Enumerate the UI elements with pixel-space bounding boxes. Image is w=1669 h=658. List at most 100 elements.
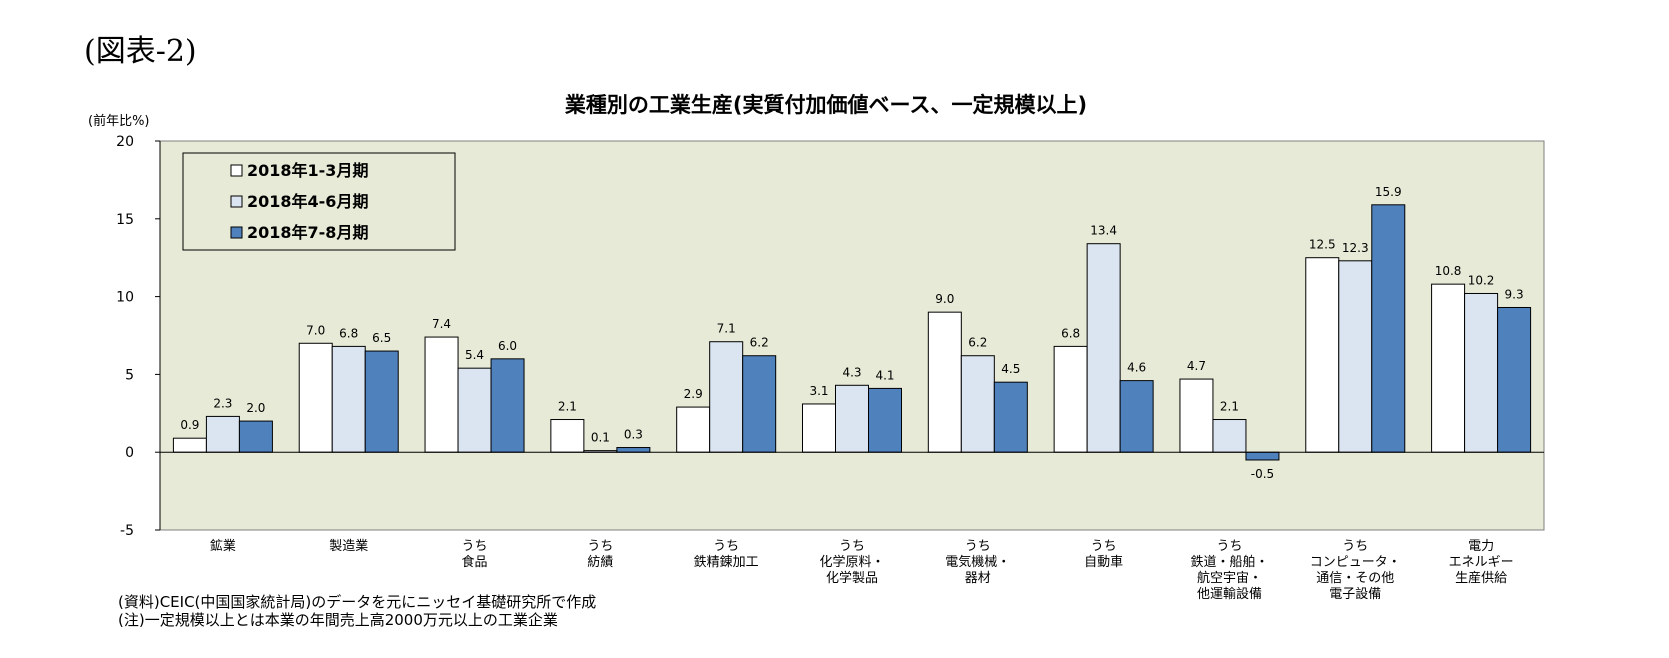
- chart-title: 業種別の工業生産(実質付加価値ベース、一定規模以上): [565, 93, 1087, 117]
- bar-value-label: 6.2: [968, 336, 987, 350]
- bar-value-label: 0.9: [180, 418, 199, 432]
- bar-value-label: 0.1: [591, 431, 610, 445]
- bar-value-label: 9.3: [1505, 287, 1524, 301]
- bar: [1053, 345, 1088, 453]
- legend-label: 2018年7-8月期: [247, 223, 368, 242]
- bar-value-label: 2.3: [213, 396, 232, 410]
- x-tick-label: 電気機械・: [945, 554, 1010, 570]
- bar-value-label: 13.4: [1090, 224, 1117, 238]
- y-axis: -5 0 5 10 15 20: [116, 134, 161, 539]
- bar-value-label: 2.9: [684, 387, 703, 401]
- x-tick-label: 他運輸設備: [1197, 586, 1262, 600]
- bar-value-label: 6.8: [339, 326, 358, 340]
- bar: [835, 384, 869, 453]
- bar: [927, 311, 962, 453]
- x-tick-label: 化学製品: [826, 570, 878, 586]
- x-tick-label: うち: [587, 539, 613, 554]
- x-tick-label: うち: [1216, 539, 1242, 554]
- bar-value-label: 6.2: [750, 336, 769, 350]
- bar-value-label: 12.5: [1309, 238, 1336, 252]
- legend-label: 2018年4-6月期: [247, 192, 368, 211]
- bar: [868, 387, 902, 453]
- figure-label: (図表-2): [84, 34, 197, 69]
- bar-value-label: 9.0: [935, 292, 954, 306]
- x-tick-label: エネルギー: [1449, 555, 1514, 570]
- bar: [742, 355, 777, 453]
- bar-value-label: 2.1: [558, 400, 577, 414]
- x-tick-label: 器材: [965, 571, 991, 586]
- y-tick-label: -5: [120, 523, 134, 539]
- x-tick-label: コンピュータ・: [1310, 555, 1401, 570]
- x-tick-label: 航空宇宙・: [1197, 570, 1262, 586]
- bar-value-labels: 0.9 7.0 7.4 2.1 2.9 3.1 9.0 6.8 4.7 12.5 10.8 2.3 6.…: [180, 185, 1523, 481]
- x-tick-label: うち: [1342, 539, 1368, 554]
- bar: [331, 345, 366, 453]
- bar-value-label: 3.1: [809, 384, 828, 398]
- bar: [802, 403, 836, 453]
- bar-value-label: 15.9: [1375, 185, 1402, 199]
- x-tick-label: 通信・その他: [1316, 571, 1394, 586]
- bar: [616, 447, 651, 453]
- x-tick-label: うち: [713, 539, 739, 554]
- y-tick-label: 0: [125, 445, 134, 461]
- bar-value-label: 4.1: [875, 368, 894, 382]
- bar-value-label: -0.5: [1251, 467, 1274, 481]
- bar-value-label: 5.4: [465, 348, 484, 362]
- bar: [1179, 378, 1214, 453]
- bar: [1497, 306, 1532, 453]
- bar: [172, 437, 207, 453]
- bar-value-label: 7.4: [432, 317, 451, 331]
- bar: [1305, 257, 1340, 453]
- bar: [1119, 380, 1154, 453]
- bar-value-label: 10.8: [1435, 264, 1462, 278]
- bar-value-label: 7.0: [306, 323, 325, 337]
- bar: [1338, 260, 1373, 453]
- legend-swatch: [230, 195, 243, 208]
- bar-value-label: 0.3: [624, 428, 643, 442]
- y-tick-label: 20: [116, 134, 134, 150]
- bar-value-label: 12.3: [1342, 241, 1369, 255]
- bar: [238, 420, 273, 453]
- x-tick-label: 電子設備: [1329, 586, 1381, 600]
- definition-note: (注)一定規模以上とは本業の年間売上高2000万元以上の工業企業: [118, 611, 558, 629]
- bar: [676, 406, 711, 453]
- x-tick-label: うち: [1091, 539, 1117, 554]
- x-tick-label: 製造業: [329, 538, 368, 554]
- bar-value-label: 2.0: [246, 401, 265, 415]
- bar: [205, 415, 240, 453]
- bar: [1245, 451, 1280, 461]
- x-tick-label: 鉄精錬加工: [694, 555, 759, 570]
- bar-value-label: 6.5: [372, 331, 391, 345]
- x-tick-label: 鉱業: [210, 538, 236, 554]
- x-tick-label: 自動車: [1084, 555, 1123, 570]
- bar-value-label: 6.0: [498, 339, 517, 353]
- bar: [457, 367, 492, 453]
- bar-value-label: 7.1: [717, 322, 736, 336]
- legend-swatch: [230, 164, 243, 177]
- x-axis: 鉱業 製造業 うち食品うち紡績うち鉄精錬加工うち化学原料・化学製品うち電気機械・器材…: [210, 538, 1514, 600]
- bar: [1086, 243, 1121, 453]
- y-tick-label: 10: [116, 290, 134, 306]
- x-tick-label: 紡績: [587, 555, 613, 570]
- x-tick-label: 生産供給: [1455, 570, 1507, 586]
- bar: [960, 355, 995, 453]
- bar-value-label: 4.3: [842, 365, 861, 379]
- bar: [993, 381, 1028, 453]
- bar: [1212, 419, 1247, 453]
- x-tick-label: 食品: [462, 554, 488, 570]
- bar-value-label: 4.5: [1001, 362, 1020, 376]
- notes: (資料)CEIC(中国国家統計局)のデータを元にニッセイ基礎研究所で作成 (注)…: [118, 593, 596, 629]
- legend: 2018年1-3月期 2018年4-6月期 2018年7-8月期: [182, 152, 456, 251]
- x-tick-label: 化学原料・: [819, 554, 884, 570]
- bar-value-label: 4.7: [1187, 359, 1206, 373]
- y-axis-label: (前年比%): [88, 113, 150, 129]
- x-tick-label: 電力: [1468, 539, 1494, 554]
- y-tick-label: 15: [116, 212, 134, 228]
- bar: [490, 358, 525, 453]
- legend-swatch: [230, 226, 243, 239]
- bar: [1464, 292, 1499, 453]
- x-tick-label: うち: [839, 539, 865, 554]
- legend-label: 2018年1-3月期: [247, 161, 368, 180]
- bars: [172, 204, 1532, 461]
- bar-value-label: 6.8: [1061, 326, 1080, 340]
